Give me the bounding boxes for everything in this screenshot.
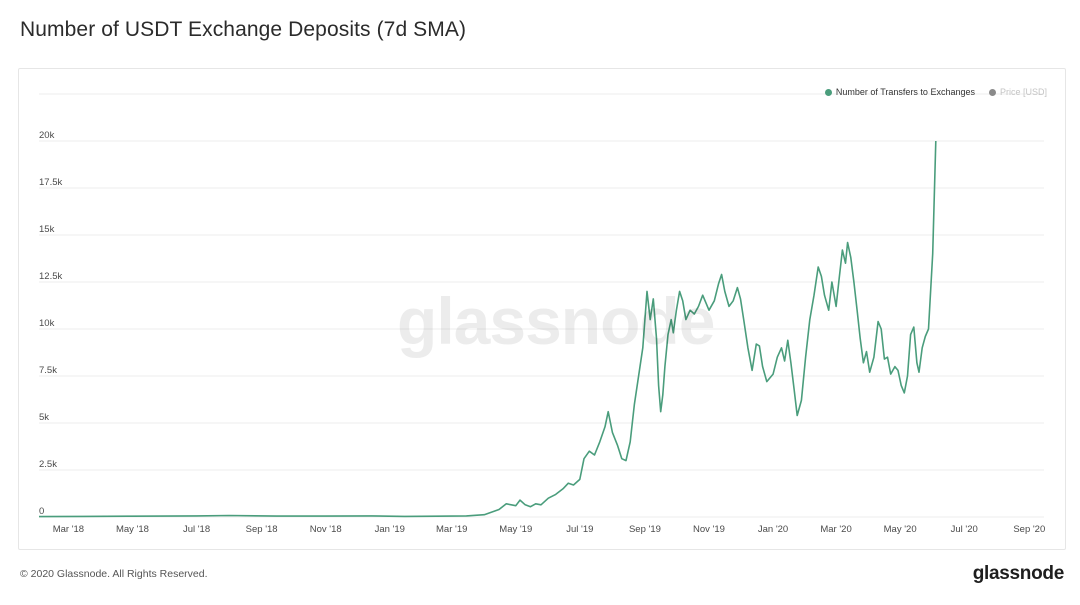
chart-panel: 0 2.5k 5k 7.5k 10k 12.5k 15k 17.5k 20k Mar '18 May… — [18, 68, 1066, 550]
x-tick-label-3: Sep '18 — [246, 524, 278, 535]
y-tick-label-8: 20k — [39, 130, 55, 141]
footer-copyright: © 2020 Glassnode. All Rights Reserved. — [20, 568, 208, 580]
legend-item-price[interactable]: Price [USD] — [988, 87, 1047, 97]
legend-dot-price — [988, 88, 996, 96]
footer-logo[interactable]: glassnode — [972, 563, 1065, 584]
x-tick-label-15: Sep '20 — [1013, 524, 1045, 535]
y-tick-label-4: 10k — [39, 318, 55, 329]
x-tick-label-5: Jan '19 — [375, 524, 405, 535]
x-tick-label-9: Sep '19 — [629, 524, 661, 535]
x-tick-label-12: Mar '20 — [820, 524, 851, 535]
y-tick-label-2: 5k — [39, 412, 49, 423]
legend-dot-transfers — [824, 88, 832, 96]
x-tick-label-0: Mar '18 — [53, 524, 84, 535]
x-tick-label-8: Jul '19 — [566, 524, 593, 535]
y-tick-label-1: 2.5k — [39, 459, 57, 470]
legend-label-price: Price [USD] — [999, 87, 1047, 97]
x-tick-label-6: Mar '19 — [436, 524, 467, 535]
chart-svg: 0 2.5k 5k 7.5k 10k 12.5k 15k 17.5k 20k Mar '18 May… — [38, 93, 1045, 535]
y-tick-label-5: 12.5k — [39, 271, 62, 282]
legend: Number of Transfers to Exchanges Price [… — [824, 87, 1047, 97]
legend-item-transfers[interactable]: Number of Transfers to Exchanges — [824, 87, 975, 97]
x-tick-label-13: May '20 — [884, 524, 917, 535]
x-tick-label-1: May '18 — [116, 524, 149, 535]
x-tick-label-14: Jul '20 — [951, 524, 978, 535]
y-tick-label-0: 0 — [39, 506, 44, 517]
y-tick-label-3: 7.5k — [39, 365, 57, 376]
x-tick-label-10: Nov '19 — [693, 524, 725, 535]
y-tick-label-6: 15k — [39, 224, 55, 235]
x-tick-label-4: Nov '18 — [310, 524, 342, 535]
x-tick-label-2: Jul '18 — [183, 524, 210, 535]
x-tick-label-11: Jan '20 — [758, 524, 788, 535]
page-title: Number of USDT Exchange Deposits (7d SMA… — [20, 18, 467, 41]
x-tick-label-7: May '19 — [499, 524, 532, 535]
legend-label-transfers: Number of Transfers to Exchanges — [835, 87, 975, 97]
series-line-0 — [38, 140, 937, 518]
y-tick-label-7: 17.5k — [39, 177, 62, 188]
